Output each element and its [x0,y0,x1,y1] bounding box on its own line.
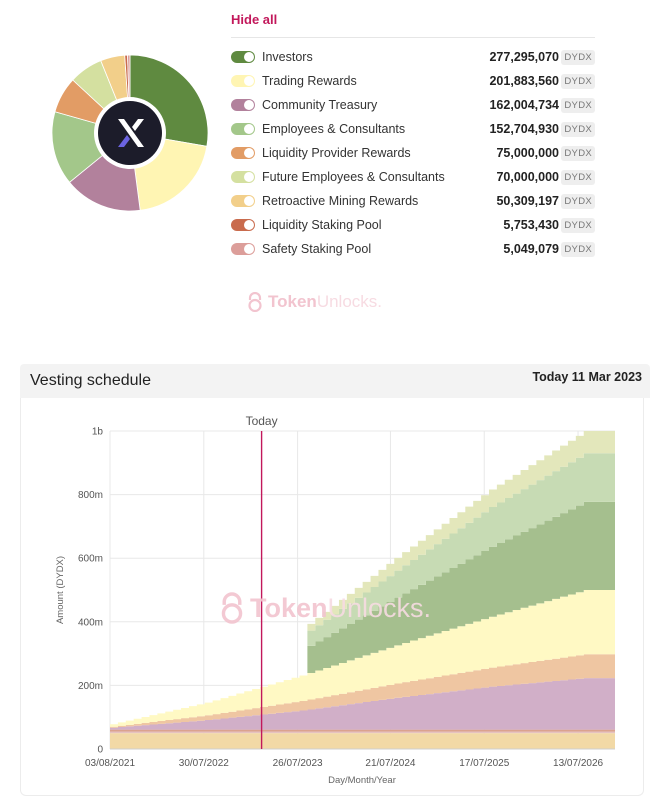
legend-item-amount: 70,000,000 [496,170,559,184]
legend-item-unit-badge: DYDX [561,145,595,161]
toggle-knob [244,244,254,254]
x-tick-label: 26/07/2023 [273,758,323,769]
tokenunlocks-watermark: Token Unlocks. [246,292,382,312]
legend-item-trading-rewards[interactable]: Trading Rewards 201,883,560 DYDX [231,69,595,93]
legend-item-amount: 5,049,079 [503,242,559,256]
area-series-employees-and-consultants[interactable] [110,453,615,725]
toggle-knob [244,196,254,206]
legend-toggle-switch[interactable] [231,123,255,135]
area-series-safety-staking-pool[interactable] [110,731,615,734]
legend-item-amount: 75,000,000 [496,146,559,160]
area-series-investors[interactable] [110,501,615,725]
toggle-knob [244,52,254,62]
x-axis-title: Day/Month/Year [328,775,396,786]
area-series-retroactive-mining-rewards[interactable] [110,733,615,749]
allocation-pie-svg [52,55,208,211]
legend-toggle-switch[interactable] [231,75,255,87]
today-marker-label: Today [246,414,278,428]
legend-item-name: Liquidity Staking Pool [262,218,382,232]
y-tick-label: 400m [78,617,103,628]
legend-item-amount: 50,309,197 [496,194,559,208]
watermark-unlocks-text: Unlocks. [316,292,382,311]
legend-toggle-switch[interactable] [231,171,255,183]
legend-item-amount: 277,295,070 [489,50,559,64]
chart-axes: 0 200m 400m 600m 800m 1b 03/08/2021 30/07/2022 2… [78,414,615,769]
toggle-knob [244,76,254,86]
x-tick-label: 21/07/2024 [365,758,415,769]
watermark-unlocks-text: Unlocks. [327,592,432,623]
y-tick-label: 0 [97,745,103,756]
legend-item-safety-staking-pool[interactable]: Safety Staking Pool 5,049,079 DYDX [231,237,595,261]
today-date-label: Today 11 Mar 2023 [532,370,642,384]
toggle-knob [244,148,254,158]
area-series-trading-rewards[interactable] [110,590,615,727]
chart-areas [110,431,615,749]
legend-item-amount: 5,753,430 [503,218,559,232]
watermark-token-text: Token [268,292,317,311]
legend-toggle-switch[interactable] [231,99,255,111]
allocation-legend: Investors 277,295,070 DYDX Trading Rewards 2… [231,45,595,261]
x-tick-label: 03/08/2021 [85,758,135,769]
hide-all-button[interactable]: Hide all [231,12,278,27]
legend-item-name: Trading Rewards [262,74,357,88]
legend-item-unit-badge: DYDX [561,97,595,113]
legend-item-unit-badge: DYDX [561,217,595,233]
area-series-community-treasury[interactable] [110,678,615,730]
toggle-knob [244,220,254,230]
legend-item-community-treasury[interactable]: Community Treasury 162,004,734 DYDX [231,93,595,117]
lock-icon [248,292,262,312]
legend-item-name: Safety Staking Pool [262,242,372,256]
legend-toggle-switch[interactable] [231,243,255,255]
legend-item-employees-and-consultants[interactable]: Employees & Consultants 152,704,930 DYDX [231,117,595,141]
y-axis-title: Amount (DYDX) [55,556,66,624]
x-tick-label: 17/07/2025 [459,758,509,769]
legend-item-name: Future Employees & Consultants [262,170,445,184]
legend-toggle-switch[interactable] [231,219,255,231]
allocation-pie-chart [52,55,208,211]
vesting-schedule-title: Vesting schedule [30,372,151,389]
legend-item-future-employees-and-consultants[interactable]: Future Employees & Consultants 70,000,000… [231,165,595,189]
legend-item-name: Liquidity Provider Rewards [262,146,411,160]
legend-item-name: Retroactive Mining Rewards [262,194,419,208]
tokenunlocks-chart-watermark: Token Unlocks. [218,592,431,624]
legend-toggle-switch[interactable] [231,147,255,159]
legend-item-unit-badge: DYDX [561,121,595,137]
legend-divider [231,37,595,38]
area-series-future-employees-and-consultants[interactable] [110,431,615,725]
y-tick-label: 1b [92,427,104,438]
legend-item-unit-badge: DYDX [561,241,595,257]
legend-item-amount: 201,883,560 [489,74,559,88]
legend-item-amount: 162,004,734 [489,98,559,112]
y-tick-label: 800m [78,490,103,501]
area-series-liquidity-provider-rewards[interactable] [110,654,615,728]
legend-item-unit-badge: DYDX [561,73,595,89]
legend-item-name: Investors [262,50,313,64]
legend-toggle-switch[interactable] [231,51,255,63]
legend-toggle-switch[interactable] [231,195,255,207]
x-tick-label: 30/07/2022 [179,758,229,769]
dydx-logo-icon [118,119,144,147]
legend-item-unit-badge: DYDX [561,169,595,185]
vesting-schedule-header: Vesting schedule Today 11 Mar 2023 [20,364,650,398]
x-tick-label: 13/07/2026 [553,758,603,769]
legend-item-unit-badge: DYDX [561,49,595,65]
toggle-knob [244,100,254,110]
y-tick-label: 200m [78,681,103,692]
toggle-knob [244,124,254,134]
lock-icon [221,592,243,624]
y-tick-label: 600m [78,554,103,565]
area-series-liquidity-staking-pool[interactable] [110,729,615,732]
legend-item-amount: 152,704,930 [489,122,559,136]
legend-item-retroactive-mining-rewards[interactable]: Retroactive Mining Rewards 50,309,197 DYDX [231,189,595,213]
legend-item-investors[interactable]: Investors 277,295,070 DYDX [231,45,595,69]
legend-item-liquidity-staking-pool[interactable]: Liquidity Staking Pool 5,753,430 DYDX [231,213,595,237]
legend-item-liquidity-provider-rewards[interactable]: Liquidity Provider Rewards 75,000,000 DYDX [231,141,595,165]
toggle-knob [244,172,254,182]
legend-item-unit-badge: DYDX [561,193,595,209]
legend-item-name: Employees & Consultants [262,122,406,136]
legend-item-name: Community Treasury [262,98,378,112]
watermark-token-text: Token [250,592,328,623]
